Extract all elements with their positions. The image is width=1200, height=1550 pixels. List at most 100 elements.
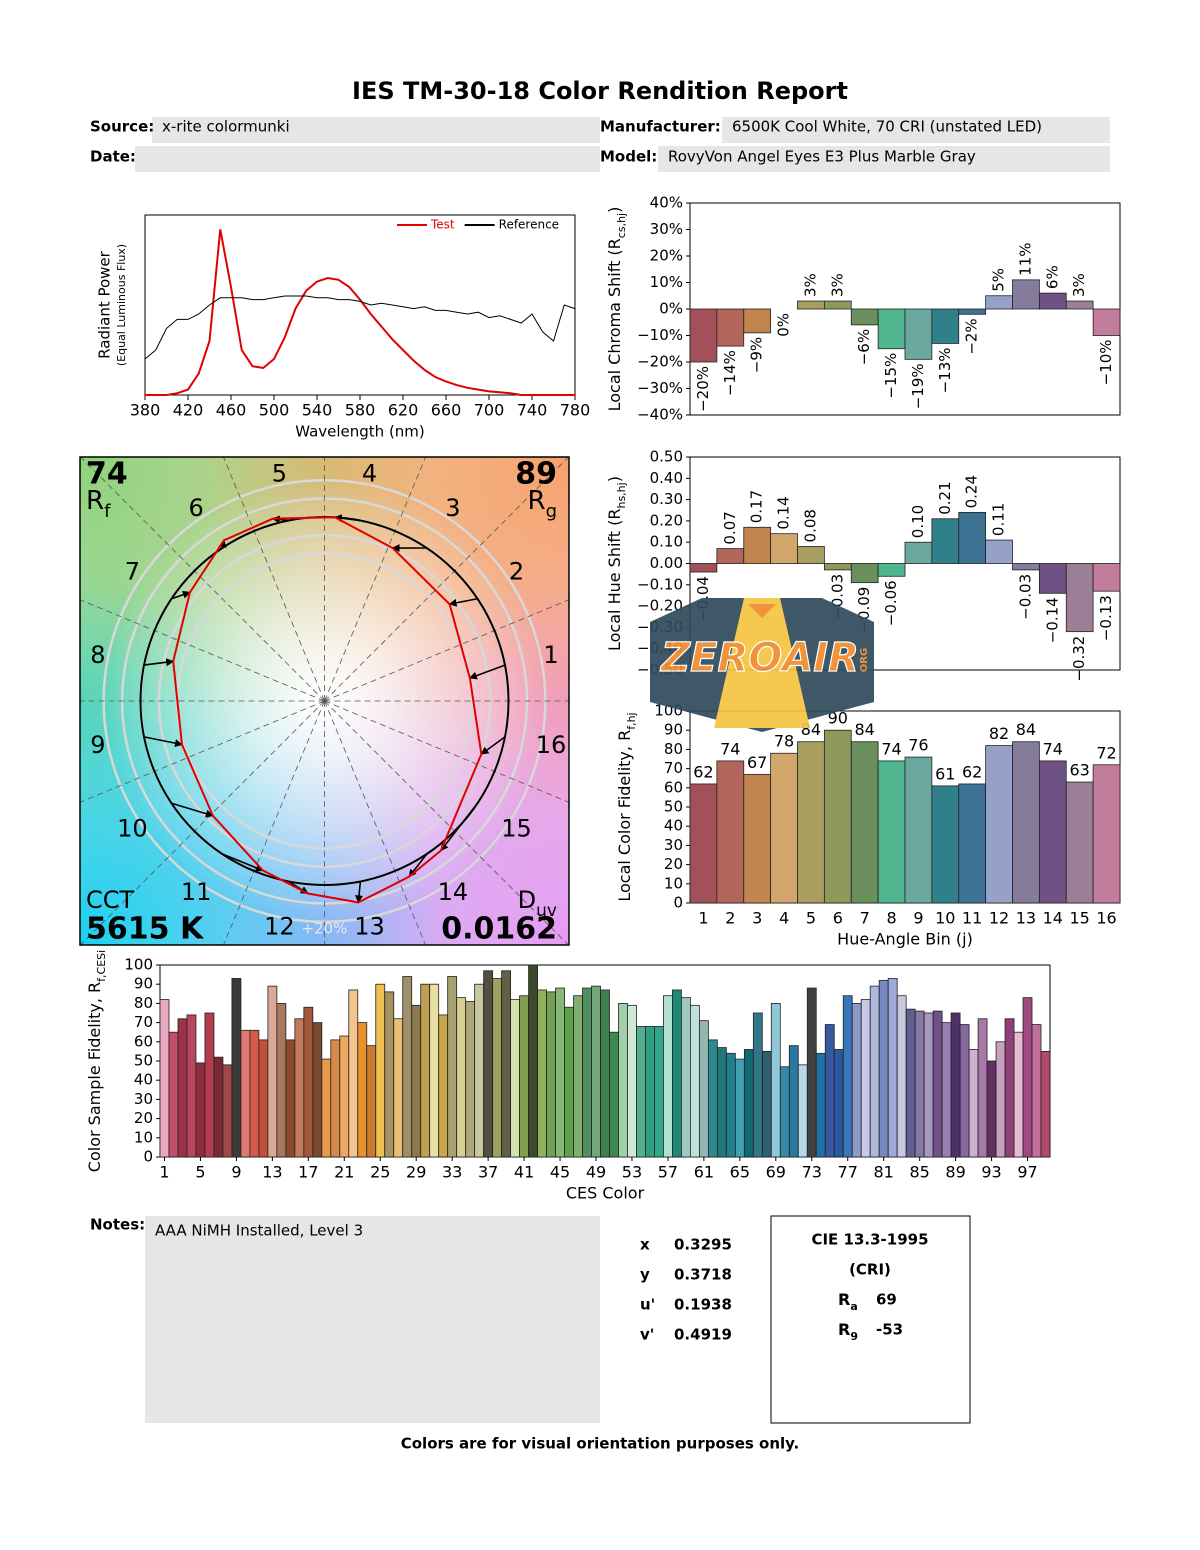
bar: [501, 970, 512, 1158]
y-axis-label-base: Local Color Fidelity, R: [615, 730, 634, 902]
y-tick-label: 80: [134, 994, 153, 1012]
bin-label: 6: [189, 494, 204, 522]
cri-label-base: R: [838, 1320, 850, 1339]
bar: [267, 985, 278, 1158]
bar: [303, 1006, 314, 1158]
bar: [842, 995, 853, 1158]
shift-arrow: [221, 853, 264, 872]
x-tick-label: 10: [935, 909, 955, 928]
watermark: ZEROAIR ORG: [650, 598, 874, 732]
bar: [689, 783, 718, 904]
bar: [393, 1018, 404, 1158]
cct-label: CCT: [86, 886, 135, 914]
bar: [1038, 760, 1067, 904]
bin-divider: [80, 599, 325, 702]
field-label: Manufacturer:: [600, 118, 721, 136]
bin-divider: [80, 457, 325, 702]
y-tick-label: 0.40: [650, 469, 683, 487]
shift-arrow: [171, 590, 191, 600]
shift-arrow: [333, 514, 361, 523]
x-tick-label: 580: [345, 401, 376, 420]
y-tick-label: 20%: [650, 247, 683, 265]
x-tick-label: 65: [730, 1163, 750, 1182]
x-tick-label: 8: [886, 909, 896, 928]
x-tick-label: 620: [388, 401, 419, 420]
value-label: 74: [1043, 739, 1063, 758]
y-tick-label: 0.10: [650, 533, 683, 551]
bar: [743, 308, 772, 334]
bar: [823, 300, 852, 310]
value-label: 0.14: [775, 496, 793, 529]
field-value: x-rite colormunki: [162, 118, 290, 136]
bin-label: 1: [543, 641, 558, 669]
bar: [366, 1045, 377, 1158]
x-tick-label: 1: [159, 1163, 169, 1182]
rf-label-sub: f: [104, 501, 111, 522]
field-box: [658, 146, 1110, 172]
x-tick-label: 5: [806, 909, 816, 928]
y-tick-label: 0.50: [650, 448, 683, 466]
bar: [761, 1051, 772, 1158]
shift-arrow: [480, 736, 506, 755]
chromaticity-value: 0.3718: [674, 1266, 732, 1284]
bar: [294, 1018, 305, 1158]
bar: [931, 308, 960, 344]
value-label: −14%: [721, 350, 739, 396]
bar: [896, 995, 907, 1158]
value-label: −0.14: [1043, 597, 1061, 643]
bar: [357, 1022, 368, 1158]
bar: [1040, 1051, 1051, 1158]
x-tick-label: 37: [478, 1163, 498, 1182]
bar: [689, 563, 718, 573]
y-axis-label: Radiant Power: [96, 250, 114, 359]
bar: [537, 989, 547, 1158]
bar: [1092, 764, 1121, 904]
bar: [555, 987, 565, 1158]
bar: [681, 997, 691, 1158]
bin-label: 7: [125, 558, 140, 586]
bar: [931, 785, 960, 904]
value-label: −15%: [882, 353, 900, 399]
series-line: [145, 229, 575, 396]
value-label: 11%: [1016, 243, 1034, 276]
y-tick-label: 0.20: [650, 511, 683, 529]
cri-label-base: R: [838, 1290, 850, 1309]
bar: [985, 539, 1013, 564]
bar: [931, 518, 960, 564]
value-label: 0.11: [990, 503, 1008, 536]
bar: [618, 1003, 628, 1158]
value-label: −6%: [855, 329, 873, 365]
bar: [752, 1012, 763, 1158]
bar: [877, 308, 906, 350]
bar: [823, 563, 852, 571]
y-tick-label: −30%: [637, 379, 683, 397]
bar: [797, 300, 825, 310]
bar: [815, 1052, 826, 1158]
bar: [456, 997, 467, 1158]
bar: [959, 1024, 970, 1158]
value-label: 0.10: [909, 505, 927, 538]
x-tick-label: 85: [909, 1163, 929, 1182]
value-label: 76: [908, 736, 928, 755]
bar: [213, 1056, 224, 1158]
bar: [851, 1003, 862, 1158]
rg-label: Rg: [527, 486, 557, 522]
x-tick-label: 57: [658, 1163, 678, 1182]
bar: [1092, 563, 1121, 592]
x-tick-label: 13: [262, 1163, 282, 1182]
x-tick-label: 61: [694, 1163, 714, 1182]
bar: [904, 756, 933, 904]
bar: [510, 999, 520, 1158]
bar: [195, 1062, 206, 1158]
bin-label: 12: [264, 913, 295, 941]
x-tick-label: 14: [1043, 909, 1063, 928]
bin-label: 2: [509, 558, 524, 586]
bar: [877, 760, 906, 904]
bar: [779, 1066, 790, 1158]
rf-label: Rf: [86, 486, 111, 522]
bar: [788, 1045, 799, 1158]
scale-label: +20%: [302, 920, 348, 938]
bin-label: 4: [362, 459, 377, 487]
value-label: 90: [828, 709, 848, 728]
bar: [986, 1060, 997, 1158]
